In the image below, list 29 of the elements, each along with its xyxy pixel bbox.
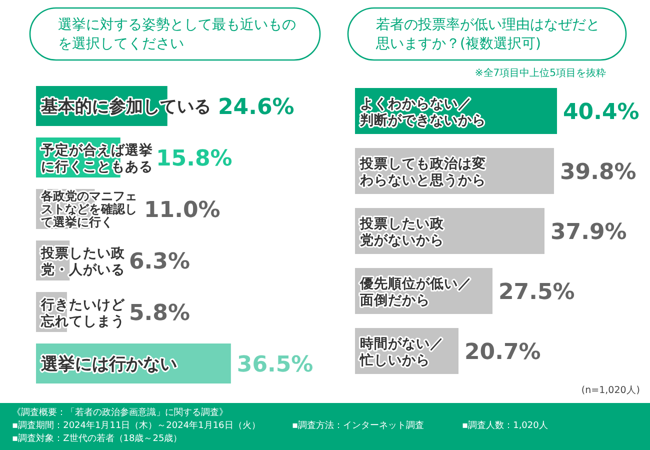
- text: ▪調査期間：2024年1月11日（木）～2024年1月16日（火）: [12, 420, 260, 431]
- data-label: 37.9%: [550, 220, 627, 245]
- y-tick-label: 投票したい政党がないから: [359, 216, 445, 248]
- data-label: 20.7%: [464, 340, 541, 365]
- data-label: 40.4%: [563, 100, 640, 125]
- chart-title: 選挙に対する姿勢として最も近いものを選択してください: [58, 17, 296, 52]
- y-tick-label: 各政党のマニフェストなどを確認して選挙に行く: [40, 189, 137, 229]
- text: ▪調査人数：1,020人: [462, 420, 548, 431]
- data-label: 36.5%: [236, 352, 314, 378]
- text: ▪調査対象：Z世代の若者（18歳～25歳）: [12, 433, 182, 444]
- y-tick-label: 優先順位が低い／面倒だから: [359, 276, 472, 308]
- chart-subtitle: ※全7項目中上位5項目を抜粋: [474, 67, 606, 79]
- y-tick-label: よくわからない／判断ができないから: [359, 96, 486, 128]
- y-tick-label: 時間がない／忙しいから: [359, 336, 444, 368]
- data-label: 6.3%: [129, 250, 190, 274]
- text: (n=1,020人): [581, 385, 640, 396]
- y-tick-label: 投票したい政党・人がいる: [40, 246, 126, 278]
- text: 《調査概要：「若者の政治参画意識」に関する調査》: [12, 407, 228, 418]
- data-label: 24.6%: [218, 95, 294, 120]
- data-label: 5.8%: [129, 301, 190, 326]
- data-label: 39.8%: [560, 160, 636, 185]
- y-tick-label: 選挙には行かない: [41, 354, 177, 374]
- chart-title: 若者の投票率が低い理由はなぜだと思いますか？(複数選択可): [375, 17, 600, 52]
- data-label: 15.8%: [156, 146, 232, 172]
- data-label: 27.5%: [498, 280, 575, 305]
- text: ▪調査方法：インターネット調査: [292, 420, 424, 431]
- y-tick-label: 行きたいけど忘れてしまう: [40, 297, 126, 330]
- data-label: 11.0%: [144, 198, 220, 223]
- y-tick-label: 投票しても政治は変わらないと思うから: [359, 155, 486, 188]
